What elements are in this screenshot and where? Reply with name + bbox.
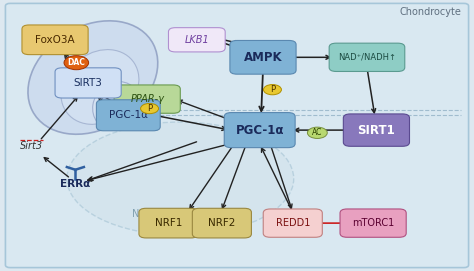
Text: Sirt3: Sirt3: [20, 141, 43, 151]
FancyBboxPatch shape: [168, 28, 225, 52]
FancyBboxPatch shape: [224, 112, 295, 148]
Ellipse shape: [64, 56, 89, 70]
Text: NRF2: NRF2: [208, 218, 236, 228]
FancyBboxPatch shape: [22, 25, 88, 55]
FancyBboxPatch shape: [5, 4, 469, 267]
Text: AC: AC: [312, 128, 322, 137]
Text: PGC-1α: PGC-1α: [109, 110, 148, 120]
FancyBboxPatch shape: [55, 68, 121, 98]
Ellipse shape: [28, 21, 158, 134]
Text: mTORC1: mTORC1: [352, 218, 394, 228]
FancyBboxPatch shape: [329, 43, 405, 72]
Text: PPAR-γ: PPAR-γ: [130, 94, 164, 104]
Text: Chondrocyte: Chondrocyte: [400, 7, 462, 17]
Text: REDD1: REDD1: [275, 218, 310, 228]
Text: P: P: [147, 104, 152, 113]
Text: SIRT3: SIRT3: [73, 78, 102, 88]
FancyBboxPatch shape: [96, 100, 160, 131]
FancyBboxPatch shape: [192, 208, 251, 238]
Text: FoxO3A: FoxO3A: [35, 35, 75, 45]
Text: DAC: DAC: [67, 58, 85, 67]
Text: PGC-1α: PGC-1α: [236, 124, 284, 137]
Text: LKB1: LKB1: [184, 35, 209, 45]
Ellipse shape: [67, 122, 294, 235]
FancyBboxPatch shape: [340, 209, 406, 237]
Text: SIRT1: SIRT1: [357, 124, 395, 137]
Ellipse shape: [92, 82, 140, 130]
FancyBboxPatch shape: [139, 208, 198, 238]
FancyBboxPatch shape: [263, 209, 322, 237]
Text: NAD⁺/NADH↑: NAD⁺/NADH↑: [338, 53, 396, 62]
Ellipse shape: [61, 50, 139, 124]
Text: Nucleus: Nucleus: [132, 209, 172, 219]
FancyBboxPatch shape: [114, 85, 180, 113]
Ellipse shape: [308, 127, 327, 138]
Ellipse shape: [264, 85, 282, 95]
FancyBboxPatch shape: [230, 40, 296, 74]
Ellipse shape: [141, 104, 158, 114]
Text: NRF1: NRF1: [155, 218, 182, 228]
Text: P: P: [270, 85, 275, 94]
FancyBboxPatch shape: [343, 114, 410, 146]
Text: ERRα: ERRα: [60, 179, 91, 189]
Text: AMPK: AMPK: [244, 51, 283, 64]
